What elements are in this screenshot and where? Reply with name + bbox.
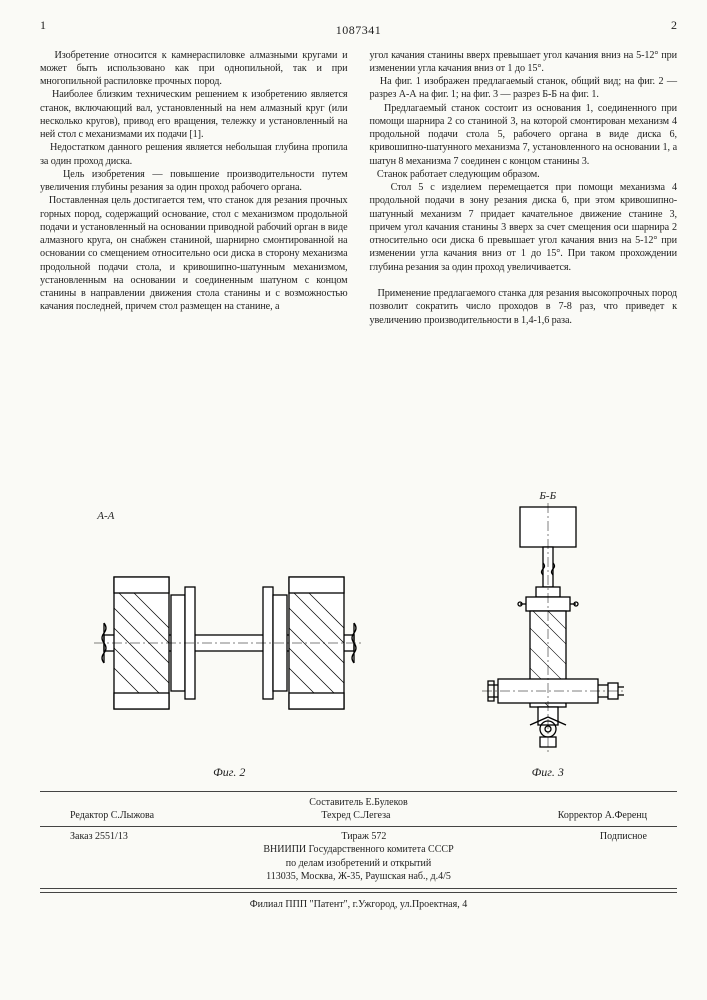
figure-2-caption: Фиг. 2 <box>89 765 369 780</box>
patent-page: 1 2 1087341 Изобретение относится к камн… <box>0 0 707 1000</box>
figure-2: А-А <box>89 509 369 780</box>
editor: Редактор С.Лыжова <box>70 809 154 823</box>
figure-3-caption: Фиг. 3 <box>468 765 628 780</box>
order-number: Заказ 2551/13 <box>70 830 128 844</box>
publisher-addr: 113035, Москва, Ж-35, Раушская наб., д.4… <box>40 870 677 884</box>
proofreader: Корректор А.Ференц <box>558 809 647 823</box>
print-run: Тираж 572 <box>341 830 386 844</box>
figure-2-drawing <box>89 523 369 763</box>
branch-address: Филиал ППП "Патент", г.Ужгород, ул.Проек… <box>40 899 677 912</box>
figure-2-section: А-А <box>97 509 369 523</box>
subscription: Подписное <box>600 830 647 844</box>
divider <box>40 826 677 827</box>
column-left: Изобретение относится к камнераспиловке … <box>40 49 348 471</box>
divider-bottom <box>40 892 677 893</box>
text-columns: Изобретение относится к камнераспиловке … <box>40 49 677 471</box>
page-number-right: 2 <box>671 18 677 33</box>
page-number-left: 1 <box>40 18 46 33</box>
compiler: Составитель Е.Булеков <box>40 796 677 810</box>
document-number: 1087341 <box>40 23 677 38</box>
figure-3-drawing <box>468 503 628 763</box>
credits-row: Редактор С.Лыжова Техред С.Легеза Коррек… <box>40 809 677 823</box>
publisher-1: ВНИИПИ Государственного комитета СССР <box>40 843 677 857</box>
figures-row: А-А <box>40 481 677 781</box>
print-row: Заказ 2551/13 Тираж 572 Подписное <box>40 830 677 844</box>
figure-3: Б-Б <box>468 489 628 780</box>
colophon-block: Составитель Е.Булеков Редактор С.Лыжова … <box>40 791 677 889</box>
tech-editor: Техред С.Легеза <box>321 809 390 823</box>
figure-3-section: Б-Б <box>468 489 628 503</box>
publisher-2: по делам изобретений и открытий <box>40 857 677 871</box>
column-right: угол качания станины вверх превышает уго… <box>370 49 678 471</box>
